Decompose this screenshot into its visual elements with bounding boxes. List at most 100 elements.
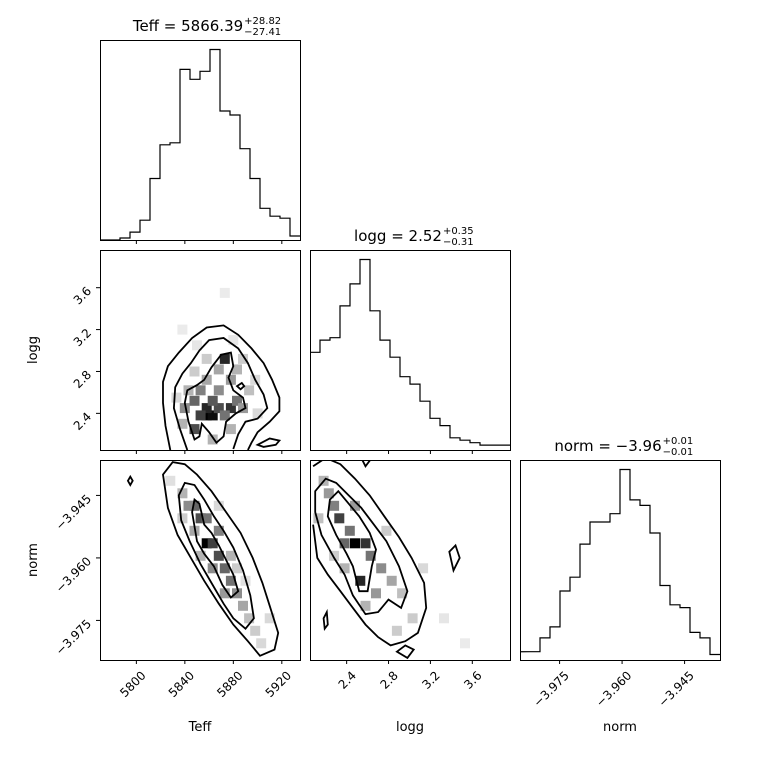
density-cell-logg_vs_Teff-16 [238,403,248,414]
density-cell-logg_vs_Teff-27 [238,353,248,364]
contour-norm_vs_logg-6 [361,460,372,469]
density-cell-norm_vs_Teff-2 [207,538,218,549]
contour-norm_vs_logg-1 [314,477,409,616]
density-cell-logg_vs_Teff-3 [195,410,206,421]
density-cell-logg_vs_Teff-34 [177,324,188,335]
histogram-logg [309,258,510,446]
x-axis-label-Teff: Teff [188,720,213,735]
density-cell-norm_vs_Teff-0 [201,538,212,549]
x-tick-label-norm-0: −3.975 [531,668,572,709]
density-cell-logg_vs_Teff-4 [213,403,224,414]
density-cell-norm_vs_logg-13 [360,600,371,611]
density-cell-norm_vs_logg-8 [376,563,387,574]
contour-norm_vs_logg-3 [395,644,416,660]
contour-logg_vs_Teff-3 [255,437,282,448]
x-tick-label-logg-0: 2.4 [336,668,359,691]
density-cell-norm_vs_Teff-19 [256,638,267,649]
x-tick-label-logg-1: 2.8 [377,668,400,691]
density-cell-norm_vs_logg-21 [418,563,429,574]
density-cell-logg_vs_Teff-1 [207,410,218,421]
density-cell-logg_vs_Teff-13 [213,385,224,396]
density-cell-logg_vs_Teff-33 [219,287,230,298]
density-cell-norm_vs_Teff-4 [219,563,230,574]
contour-norm_vs_Teff-0 [191,497,240,599]
title-main-Teff: Teff = 5866.39 [132,17,243,35]
text-layer: 5800 5840 5880 5920 2.4 2.8 3.2 3.6 −3.975 −3.960… [26,16,697,735]
density-cell-logg_vs_Teff-11 [189,424,200,435]
density-cell-norm_vs_logg-5 [344,525,355,536]
density-cell-norm_vs_logg-2 [360,538,371,549]
title-main-norm: norm = −3.96 [554,437,661,455]
x-axis-label-norm: norm [603,720,637,735]
density-cell-logg_vs_Teff-24 [177,418,188,429]
density-cell-norm_vs_logg-0 [350,538,360,549]
panel-frame-norm-logg [310,460,511,661]
x-tick-label-Teff-3: 5920 [263,668,294,699]
density-cell-norm_vs_logg-11 [371,588,381,599]
density-cell-logg_vs_Teff-32 [252,408,263,419]
density-cell-logg_vs_Teff-17 [201,374,212,385]
contour-logg_vs_Teff-0 [183,351,247,445]
density-cell-norm_vs_logg-19 [313,513,324,524]
density-cell-norm_vs_logg-10 [350,500,360,511]
histogram-layer [100,48,720,656]
density-cell-norm_vs_logg-14 [397,588,408,599]
density-cell-logg_vs_Teff-7 [189,395,200,406]
density-cell-norm_vs_Teff-25 [213,500,224,511]
density-cell-logg_vs_Teff-25 [189,366,200,377]
contour-norm_vs_Teff-1 [177,481,255,630]
contour-norm_vs_logg-4 [448,543,461,574]
density-cell-norm_vs_logg-3 [355,575,366,586]
density-cell-norm_vs_Teff-16 [225,550,236,561]
x-tick-label-Teff-2: 5880 [214,668,245,699]
density-cell-norm_vs_Teff-24 [264,613,275,624]
title-main-logg: logg = 2.52 [354,227,442,245]
density-cell-norm_vs_Teff-5 [225,575,236,586]
density-cell-norm_vs_logg-17 [407,613,418,624]
density-cell-norm_vs_logg-6 [329,500,340,511]
density-cell-logg_vs_Teff-0 [201,410,212,421]
density-cell-norm_vs_Teff-3 [213,550,224,561]
density-cell-norm_vs_Teff-6 [189,500,200,511]
title-logg: logg = 2.52 +0.35−0.31 [354,226,474,248]
density-cell-logg_vs_Teff-9 [219,410,230,421]
x-tick-label-Teff-0: 5800 [117,668,148,699]
y-axis-label-logg: logg [26,336,41,364]
y-tick-label-logg-0: 2.4 [71,410,94,433]
y-tick-label-norm-1: −3.960 [53,554,94,595]
density-cell-norm_vs_logg-18 [391,625,402,636]
contour-layer [126,324,461,660]
y-tick-label-norm-0: −3.975 [53,617,94,658]
density-cell-norm_vs_Teff-20 [195,550,206,561]
contour-norm_vs_logg-0 [326,489,377,593]
panel-frame-norm-norm [520,460,721,661]
contour-norm_vs_Teff-3 [126,474,134,487]
density-cell-logg_vs_Teff-19 [232,364,242,375]
density-cell-norm_vs_Teff-23 [165,475,176,486]
density-cell-norm_vs_Teff-18 [250,625,261,636]
contour-norm_vs_logg-5 [322,608,329,632]
y-axis-label-norm: norm [26,543,41,577]
density-cell-logg_vs_Teff-18 [213,364,224,375]
y-tick-label-logg-1: 2.8 [71,368,94,391]
density-cell-norm_vs_Teff-12 [219,588,230,599]
density-layer [165,287,470,649]
density-cell-norm_vs_logg-4 [339,538,350,549]
density-cell-norm_vs_logg-23 [439,613,449,624]
density-cell-logg_vs_Teff-15 [179,403,190,414]
title-minus-norm: −0.01 [663,447,694,458]
density-cell-norm_vs_Teff-14 [177,488,188,499]
density-cell-norm_vs_Teff-9 [183,500,194,511]
density-cell-norm_vs_logg-7 [365,550,376,561]
density-cell-norm_vs_logg-16 [339,563,350,574]
ticks-layer [96,240,686,664]
density-cell-norm_vs_logg-22 [329,550,340,561]
y-tick-label-logg-3: 3.6 [71,284,94,307]
density-cell-logg_vs_Teff-26 [201,353,212,364]
density-cell-logg_vs_Teff-2 [201,403,212,414]
density-cell-norm_vs_Teff-13 [207,563,218,574]
contour-norm_vs_logg-2 [312,460,428,647]
panel-frame-norm-Teff [100,460,301,661]
x-tick-label-norm-2: −3.945 [656,668,697,709]
